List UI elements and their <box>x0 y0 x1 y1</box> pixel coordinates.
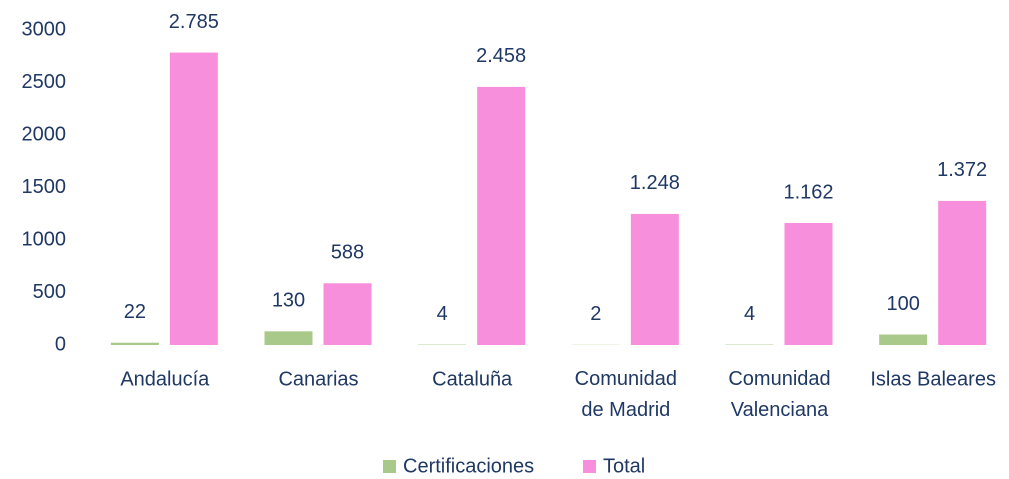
data-label: 1.248 <box>630 172 680 194</box>
x-tick-label: Comunidad de Madrid <box>575 368 677 421</box>
data-label: 130 <box>272 290 305 312</box>
bar <box>110 342 159 345</box>
x-tick-label: Comunidad Valenciana <box>728 368 830 421</box>
bar <box>630 213 679 345</box>
bar <box>264 331 313 345</box>
legend-label: Certificaciones <box>403 455 534 477</box>
bar <box>784 222 833 345</box>
data-label: 1.372 <box>937 159 987 181</box>
y-tick-label: 1500 <box>22 176 67 198</box>
y-tick-label: 3000 <box>22 18 67 40</box>
bar <box>938 200 987 345</box>
bar <box>879 334 928 345</box>
data-label: 2.785 <box>169 11 219 33</box>
data-label: 100 <box>886 293 919 315</box>
bar <box>323 283 372 345</box>
legend-swatch <box>383 460 396 473</box>
y-tick-label: 1000 <box>22 228 67 250</box>
legend-swatch <box>583 460 596 473</box>
x-tick-label: Islas Baleares <box>870 368 996 390</box>
bar <box>169 52 218 345</box>
data-label: 588 <box>331 242 364 264</box>
x-tick-label: Cataluña <box>432 368 513 390</box>
x-tick-label: Canarias <box>278 368 358 390</box>
y-tick-label: 2500 <box>22 71 67 93</box>
data-label: 22 <box>124 301 146 323</box>
data-label: 4 <box>437 303 448 325</box>
x-tick-label: Andalucía <box>120 368 210 390</box>
y-tick-label: 2000 <box>22 123 67 145</box>
y-tick-label: 0 <box>55 333 66 355</box>
data-label: 2.458 <box>476 45 526 67</box>
data-label: 1.162 <box>783 181 833 203</box>
y-tick-label: 500 <box>33 281 66 303</box>
legend-label: Total <box>603 455 645 477</box>
data-label: 2 <box>590 303 601 325</box>
bar <box>477 86 526 345</box>
data-label: 4 <box>744 303 755 325</box>
